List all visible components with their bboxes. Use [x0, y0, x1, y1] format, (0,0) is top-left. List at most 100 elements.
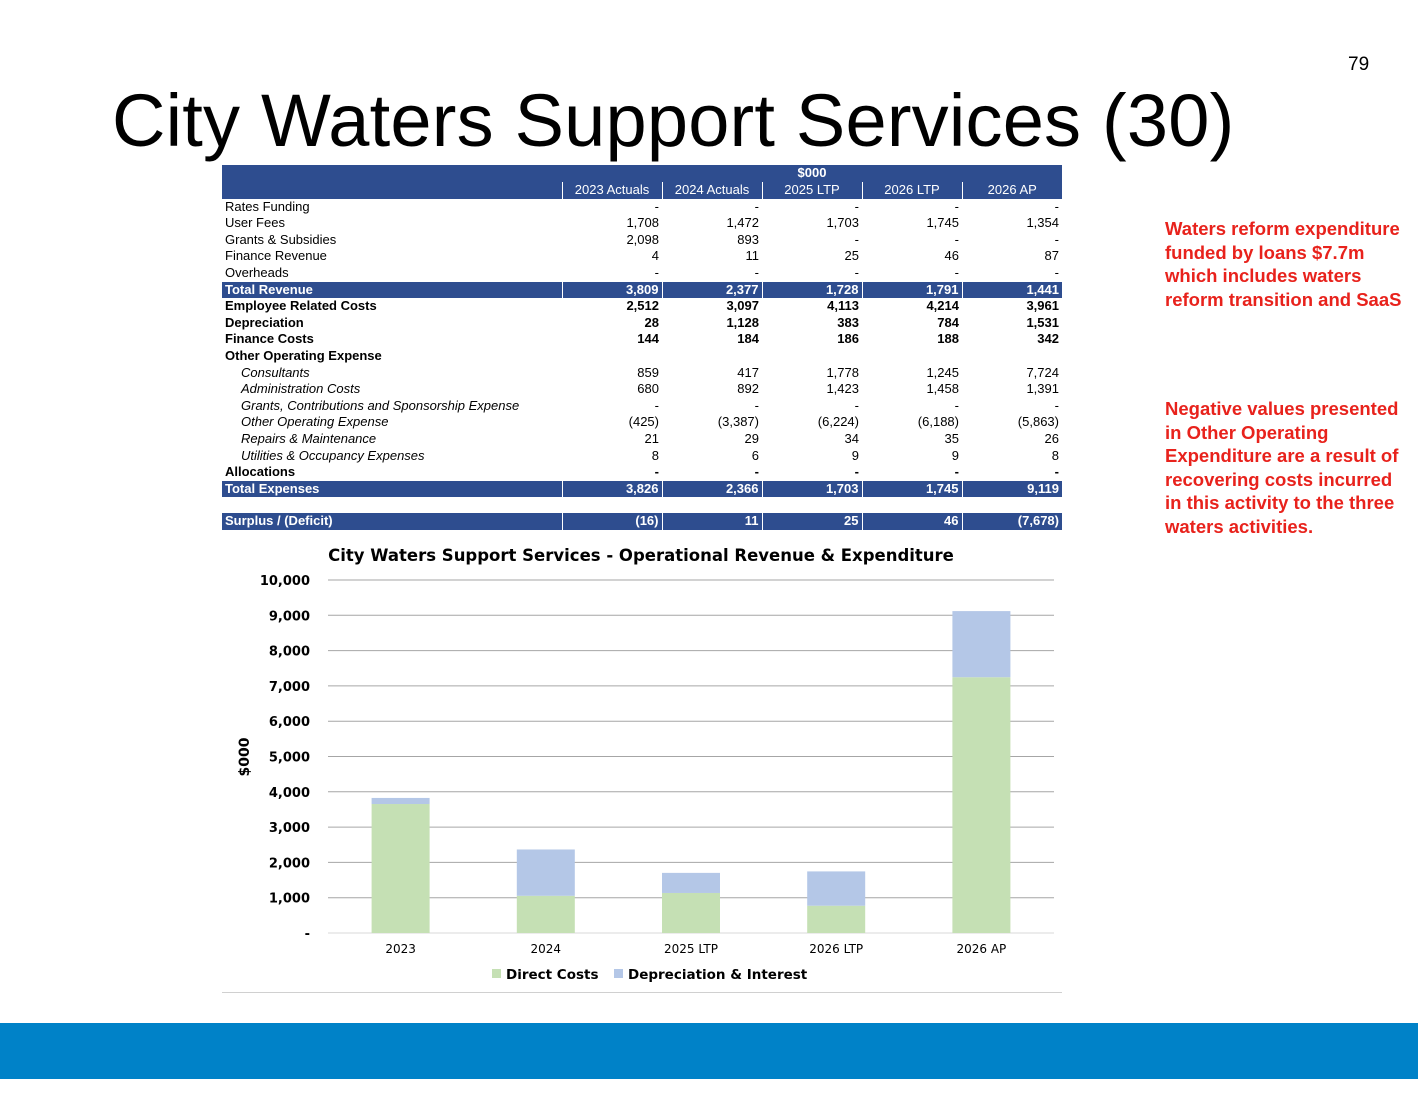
cell-value: 784 — [937, 314, 959, 330]
cell-value: - — [954, 397, 959, 413]
table-row: Allocations - - - - - — [222, 464, 1062, 481]
row-label: Surplus / (Deficit) — [222, 513, 562, 530]
cell-value: 35 — [944, 430, 959, 446]
table-row: Grants, Contributions and Sponsorship Ex… — [222, 398, 1062, 415]
cell-value — [962, 497, 1062, 513]
cell-value: (6,224) — [817, 414, 859, 430]
table-row: Finance Revenue 4 11 25 46 87 — [222, 248, 1062, 265]
cell-value — [662, 497, 762, 513]
cell-value: 186 — [837, 331, 859, 347]
y-tick-label: 8,000 — [269, 645, 310, 660]
cell-value: 25 — [761, 513, 862, 530]
row-label: Depreciation — [225, 314, 304, 330]
cell-value: 3,826 — [561, 480, 662, 498]
table-unit-row: $000 — [222, 165, 1062, 182]
cell-value: - — [654, 264, 659, 280]
cell-value: - — [654, 464, 659, 480]
x-tick-label: 2023 — [385, 942, 416, 956]
cell-value: - — [1054, 198, 1059, 214]
cell-value: (6,188) — [917, 414, 959, 430]
cell-value: 2,377 — [661, 281, 762, 299]
cell-value: 1,458 — [926, 381, 959, 397]
column-header: 2023 Actuals — [561, 182, 662, 199]
bar-depreciation-interest — [371, 797, 430, 805]
cell-value: 6 — [751, 447, 759, 463]
table-row: Finance Costs 144 184 186 188 342 — [222, 331, 1062, 348]
cell-value: 3,097 — [726, 298, 759, 314]
cell-value: 1,708 — [626, 215, 659, 231]
x-tick-label: 2025 LTP — [664, 942, 718, 956]
cell-value: 2,098 — [626, 231, 659, 247]
column-header: 2024 Actuals — [661, 182, 762, 199]
legend-label: Depreciation & Interest — [628, 967, 808, 983]
legend-swatch — [492, 969, 501, 978]
row-label: Total Expenses — [222, 480, 562, 498]
table-row: Depreciation 28 1,128 383 784 1,531 — [222, 315, 1062, 332]
cell-value: 1,245 — [926, 364, 959, 380]
stacked-bar-chart: City Waters Support Services - Operation… — [222, 540, 1062, 995]
table-unit-label: $000 — [562, 165, 1062, 182]
cell-value: 342 — [1037, 331, 1059, 347]
row-label: Total Revenue — [222, 281, 562, 299]
cell-value — [562, 497, 662, 513]
cell-value: 1,441 — [961, 281, 1062, 299]
bar-direct-costs — [662, 892, 720, 933]
row-label: Utilities & Occupancy Expenses — [241, 447, 425, 463]
row-label: Grants & Subsidies — [225, 231, 337, 247]
row-label: Other Operating Expense — [241, 414, 389, 430]
column-header: 2026 AP — [961, 182, 1062, 199]
row-label — [222, 497, 562, 513]
table-total-row: Surplus / (Deficit) (16) 11 25 46 (7,678) — [222, 513, 1062, 530]
cell-value: - — [954, 464, 959, 480]
legend-swatch — [614, 969, 623, 978]
cell-value: - — [854, 198, 859, 214]
cell-value: 1,728 — [761, 281, 862, 299]
cell-value: 9 — [951, 447, 959, 463]
cell-value: 1,423 — [826, 381, 859, 397]
cell-value: 1,354 — [1026, 215, 1059, 231]
cell-value: 3,809 — [561, 281, 662, 299]
bar-direct-costs — [807, 905, 866, 933]
cell-value: - — [854, 464, 859, 480]
cell-value: 4 — [651, 248, 659, 264]
x-tick-label: 2026 LTP — [809, 942, 863, 956]
y-tick-label: 3,000 — [269, 821, 310, 836]
row-label: Finance Revenue — [225, 248, 327, 264]
chart-svg: City Waters Support Services - Operation… — [237, 546, 1054, 983]
cell-value: 144 — [637, 331, 659, 347]
cell-value: (3,387) — [717, 414, 759, 430]
cell-value: 21 — [644, 430, 659, 446]
row-label: Rates Funding — [225, 198, 310, 214]
financial-table-container: $000 2023 Actuals 2024 Actuals 2025 LTP … — [222, 165, 1062, 530]
cell-value: - — [854, 264, 859, 280]
cell-value: 4,214 — [926, 298, 959, 314]
cell-value: 28 — [644, 314, 659, 330]
cell-value: 7,724 — [1026, 364, 1059, 380]
table-unit-spacer — [222, 165, 562, 182]
cell-value: 2,366 — [661, 480, 762, 498]
table-total-row: Total Revenue 3,809 2,377 1,728 1,791 1,441 — [222, 281, 1062, 299]
y-tick-label: 6,000 — [269, 715, 310, 730]
table-row: Rates Funding - - - - - — [222, 199, 1062, 216]
chart-title: City Waters Support Services - Operation… — [328, 546, 954, 565]
row-label: Finance Costs — [225, 331, 314, 347]
table-row: Other Operating Expense — [222, 348, 1062, 365]
bar-depreciation-interest — [952, 611, 1011, 678]
cell-value: (7,678) — [961, 513, 1062, 530]
cell-value: 1,391 — [1026, 381, 1059, 397]
footer-bar — [0, 1023, 1418, 1079]
cell-value: - — [954, 198, 959, 214]
table-row: Other Operating Expense (425) (3,387) (6,22… — [222, 414, 1062, 431]
legend-label: Direct Costs — [506, 967, 599, 983]
cell-value: 11 — [661, 513, 762, 530]
table-row: Consultants 859 417 1,778 1,245 7,724 — [222, 365, 1062, 382]
cell-value: 87 — [1044, 248, 1059, 264]
cell-value: - — [754, 397, 759, 413]
table-row: Repairs & Maintenance 21 29 34 35 26 — [222, 431, 1062, 448]
chart-gridlines — [328, 579, 1054, 934]
cell-value: - — [1054, 264, 1059, 280]
cell-value: - — [754, 464, 759, 480]
cell-value: 4,113 — [827, 298, 859, 314]
cell-value: 1,703 — [761, 480, 862, 498]
x-tick-label: 2026 AP — [956, 942, 1006, 956]
